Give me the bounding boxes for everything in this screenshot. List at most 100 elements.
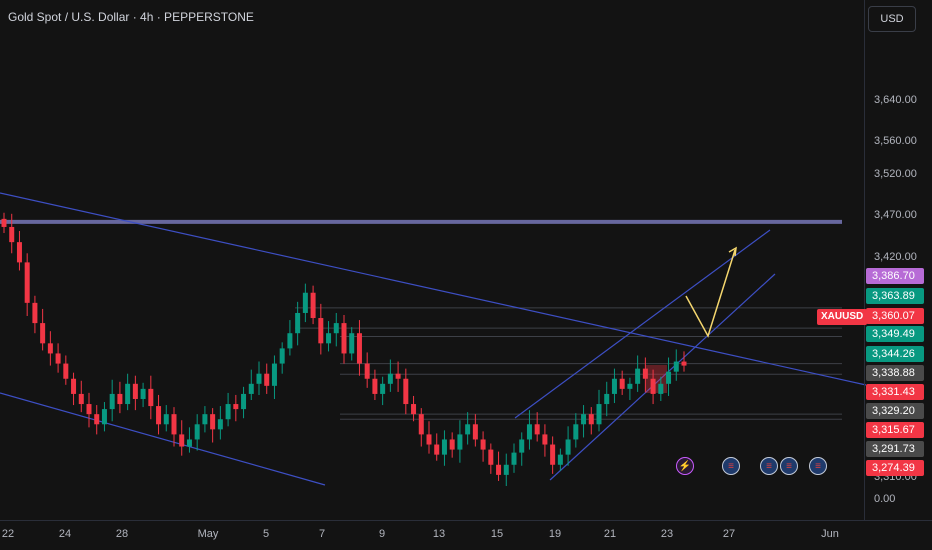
price-axis-label: 3,470.00 bbox=[874, 209, 917, 221]
candle-body bbox=[140, 388, 146, 399]
time-axis-label: 19 bbox=[548, 528, 562, 540]
price-tag: 3,363.89 bbox=[866, 288, 924, 304]
candle-body bbox=[488, 449, 494, 465]
candle-body bbox=[349, 333, 355, 354]
candle-body bbox=[78, 393, 84, 405]
time-axis-label: 13 bbox=[432, 528, 446, 540]
price-tag: 3,315.67 bbox=[866, 422, 924, 438]
candle-body bbox=[356, 333, 362, 364]
ascending-channel-upper bbox=[514, 229, 771, 419]
candle-body bbox=[109, 393, 115, 410]
candle-body bbox=[86, 404, 92, 415]
candle-body bbox=[457, 434, 463, 450]
us-flag-icon[interactable]: ≡ bbox=[760, 457, 778, 475]
price-axis-label: 0.00 bbox=[874, 493, 896, 505]
candle-body bbox=[364, 363, 370, 379]
candle-body bbox=[635, 368, 641, 384]
candle-body bbox=[642, 368, 648, 379]
trendline-upper bbox=[0, 192, 867, 386]
candle-body bbox=[581, 414, 587, 425]
currency-button[interactable]: USD bbox=[868, 6, 916, 32]
price-tag: 3,329.20 bbox=[866, 403, 924, 419]
candle-body bbox=[271, 363, 277, 386]
price-axis-label: 3,640.00 bbox=[874, 94, 917, 106]
price-axis-label: 3,420.00 bbox=[874, 251, 917, 263]
trendline-lower bbox=[0, 392, 326, 486]
time-axis-label: 23 bbox=[660, 528, 674, 540]
candle-body bbox=[156, 406, 162, 425]
candle-body bbox=[179, 434, 185, 447]
candle-body bbox=[318, 318, 324, 344]
price-axis-label: 3,560.00 bbox=[874, 135, 917, 147]
projection-arrowhead bbox=[728, 246, 737, 257]
us-flag-icon[interactable]: ≡ bbox=[780, 457, 798, 475]
candle-body bbox=[233, 404, 239, 410]
price-axis-label: 3,520.00 bbox=[874, 168, 917, 180]
candle-body bbox=[326, 333, 332, 344]
candle-body bbox=[217, 419, 223, 430]
candle-body bbox=[573, 424, 579, 440]
price-tag: 3,338.88 bbox=[866, 365, 924, 381]
candle-body bbox=[40, 323, 46, 344]
price-tag: 3,331.43 bbox=[866, 384, 924, 400]
candle-body bbox=[681, 361, 687, 366]
candle-body bbox=[333, 323, 339, 334]
candle-body bbox=[658, 383, 664, 394]
price-tag: 3,386.70 bbox=[866, 268, 924, 284]
price-tag: 3,360.07 bbox=[866, 308, 924, 324]
candle-body bbox=[395, 373, 401, 379]
candle-body bbox=[526, 424, 532, 440]
candle-body bbox=[132, 383, 138, 399]
candle-body bbox=[241, 393, 247, 410]
candle-body bbox=[565, 439, 571, 455]
candle-body bbox=[264, 373, 270, 386]
candle-body bbox=[503, 464, 509, 475]
candle-body bbox=[171, 414, 177, 435]
candle-body bbox=[55, 353, 61, 364]
candle-body bbox=[202, 414, 208, 425]
us-flag-icon[interactable]: ≡ bbox=[722, 457, 740, 475]
candle-body bbox=[465, 424, 471, 435]
candle-body bbox=[380, 383, 386, 394]
candle-body bbox=[418, 414, 424, 435]
price-tag: 3,344.26 bbox=[866, 346, 924, 362]
time-axis-label: 7 bbox=[318, 528, 326, 540]
candle-body bbox=[519, 439, 525, 453]
candle-body bbox=[511, 452, 517, 465]
candle-body bbox=[63, 363, 69, 379]
time-axis-label: 9 bbox=[378, 528, 386, 540]
candle-body bbox=[650, 378, 656, 394]
candle-body bbox=[279, 348, 285, 364]
candle-body bbox=[125, 383, 131, 405]
lightning-icon[interactable]: ⚡ bbox=[676, 457, 694, 475]
time-axis-label: 28 bbox=[115, 528, 129, 540]
candle-body bbox=[71, 378, 77, 394]
candle-body bbox=[557, 454, 563, 465]
candle-body bbox=[666, 371, 672, 384]
candle-body bbox=[210, 414, 216, 430]
time-axis-label: 15 bbox=[490, 528, 504, 540]
price-axis-divider bbox=[864, 0, 865, 520]
candle-body bbox=[32, 302, 38, 324]
candle-body bbox=[287, 333, 293, 349]
candle-body bbox=[472, 424, 478, 440]
candle-body bbox=[611, 378, 617, 394]
candle-body bbox=[673, 361, 679, 372]
time-axis-label: 27 bbox=[722, 528, 736, 540]
candle-body bbox=[194, 424, 200, 440]
time-axis-label: 21 bbox=[603, 528, 617, 540]
candle-body bbox=[387, 373, 393, 384]
candle-body bbox=[94, 414, 100, 425]
candle-body bbox=[426, 434, 432, 445]
candle-body bbox=[403, 378, 409, 405]
candle-body bbox=[627, 383, 633, 389]
candle-body bbox=[148, 388, 154, 407]
candle-body bbox=[1, 218, 7, 227]
candle-body bbox=[341, 323, 347, 354]
time-axis-label: 5 bbox=[262, 528, 270, 540]
candle-body bbox=[225, 404, 231, 420]
candle-body bbox=[496, 464, 502, 475]
us-flag-icon[interactable]: ≡ bbox=[809, 457, 827, 475]
candle-body bbox=[441, 439, 447, 455]
